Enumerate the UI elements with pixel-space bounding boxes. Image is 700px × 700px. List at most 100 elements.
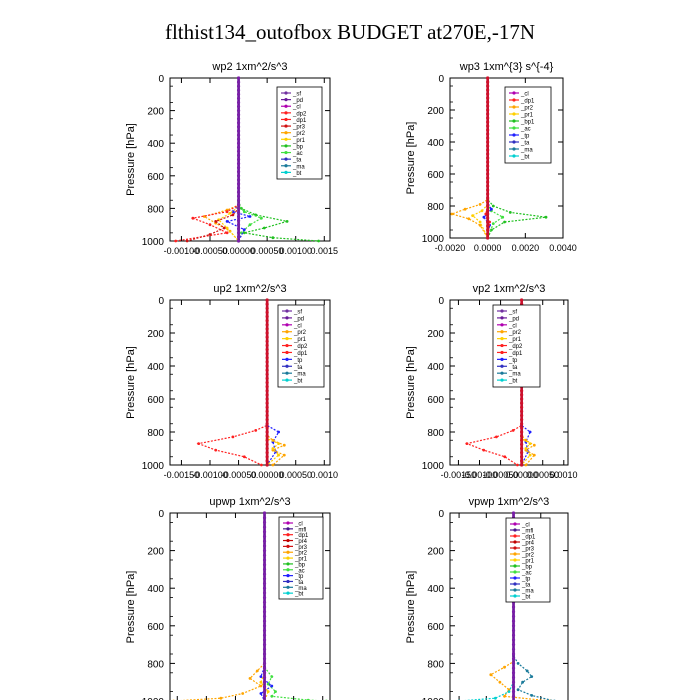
chart-3: up2 1xm^2/s^3 Pressure [hPa] 0 200 400 600 800… <box>125 283 338 480</box>
series-point-pr2 <box>271 463 275 467</box>
zero-profile-point <box>262 539 267 543</box>
series-point-pr1 <box>478 220 482 224</box>
legend-label: _ac <box>292 151 303 157</box>
zero-profile-point <box>511 647 516 651</box>
series-point-dp2 <box>208 223 212 227</box>
legend-label: _cl <box>293 323 302 329</box>
zero-profile-point <box>511 666 516 670</box>
x-tick-label: -0.00050 <box>221 470 257 480</box>
legend-marker-cl <box>286 521 290 525</box>
zero-profile-point <box>262 558 267 562</box>
series-point-tp <box>259 675 263 678</box>
plot-frame <box>169 512 331 700</box>
legend-marker-pr3 <box>513 546 517 550</box>
legend-label: _dp2 <box>508 344 523 350</box>
series-point-tp <box>528 430 532 434</box>
x-tick-label: 0.0010 <box>311 470 339 480</box>
legend-label: _pr2 <box>294 551 308 557</box>
series-point-bt <box>494 696 497 700</box>
zero-profile-point <box>265 446 269 451</box>
y-tick-label: 800 <box>147 659 164 670</box>
zero-profile-point <box>511 694 516 698</box>
y-tick-label: 200 <box>147 329 164 340</box>
legend-marker-bt <box>284 170 288 174</box>
zero-profile-point <box>486 84 490 88</box>
legend-marker-ac <box>284 150 288 155</box>
series-point-bt <box>507 690 511 693</box>
zero-profile-point <box>262 694 267 698</box>
series-point-pr1 <box>266 690 270 693</box>
legend-marker-ta <box>500 364 504 368</box>
zero-profile-point <box>236 76 241 80</box>
zero-profile-point <box>486 132 490 136</box>
legend-marker-bt <box>513 594 517 598</box>
zero-profile-point <box>265 455 269 459</box>
series-point-pr2 <box>259 684 263 688</box>
zero-profile-point <box>265 298 269 302</box>
zero-profile-point <box>265 380 269 385</box>
y-tick-label: 1000 <box>142 237 165 248</box>
zero-profile-point <box>236 166 241 170</box>
series-line-pr3 <box>186 78 240 242</box>
legend-marker-tp <box>512 133 516 137</box>
series-line-pr2 <box>202 78 240 242</box>
zero-profile-point <box>511 614 516 619</box>
legend-marker-cl <box>500 323 504 327</box>
series-point-pr3 <box>208 233 212 236</box>
legend-marker-mfl <box>286 527 290 531</box>
zero-profile-point <box>265 331 269 335</box>
legend-label: _bt <box>294 592 304 598</box>
zero-profile-point <box>265 422 269 426</box>
zero-profile-point <box>236 104 241 109</box>
zero-profile-point <box>520 446 524 451</box>
legend-marker-ma <box>286 585 290 589</box>
legend-label: _pr3 <box>292 125 306 131</box>
zero-profile-point <box>520 401 524 405</box>
y-tick-label: 0 <box>158 509 164 520</box>
zero-profile-point <box>236 145 241 149</box>
legend-label: _cl <box>292 105 301 111</box>
zero-profile-point <box>265 360 269 364</box>
series-point-pr3 <box>231 213 235 217</box>
x-tick-label: 0.00000 <box>505 470 538 480</box>
legend-label: _ac <box>294 568 305 574</box>
zero-profile-point <box>511 661 516 666</box>
series-line-pr2 <box>449 78 489 239</box>
y-tick-label: 0 <box>158 296 164 307</box>
zero-profile-point <box>262 572 267 576</box>
series-point-pr1 <box>528 453 532 457</box>
legend-marker-sf <box>284 91 288 95</box>
series-point-dp2 <box>465 442 469 445</box>
zero-profile-point <box>486 208 490 212</box>
y-tick-label: 600 <box>427 395 444 406</box>
plot-frame <box>169 299 331 466</box>
y-tick-label: 600 <box>147 172 164 183</box>
zero-profile-point <box>265 401 269 405</box>
zero-profile-point <box>265 327 269 331</box>
series-point-pr2 <box>532 453 536 457</box>
legend-label: _ma <box>520 148 533 154</box>
zero-profile-point <box>486 108 490 112</box>
series-point-pr2 <box>498 680 502 684</box>
series-point-dp2 <box>197 442 201 445</box>
legend-label: _cl <box>508 323 517 329</box>
y-tick-label: 200 <box>427 329 444 340</box>
zero-profile-point <box>265 376 269 380</box>
zero-profile-point <box>236 80 241 84</box>
series-point-bp <box>271 236 275 240</box>
chart-6: vpwp 1xm^2/s^3 Pressure [hPa] 0 200 400 600 80… <box>405 496 569 700</box>
legend-marker-ac <box>512 126 516 130</box>
series-point-tp <box>270 684 274 688</box>
legend-label: _tp <box>294 574 304 580</box>
legend-marker-bp <box>286 562 290 566</box>
series-point-pr1 <box>480 209 484 213</box>
series-point-ma <box>516 688 520 692</box>
legend-label: _bt <box>521 595 531 601</box>
zero-profile-point <box>486 124 490 128</box>
series-point-dp2 <box>225 210 229 214</box>
x-tick-label: 0.00100 <box>279 246 312 256</box>
x-tick-label: 0.0020 <box>512 243 540 253</box>
legend-marker-pd <box>284 98 288 102</box>
zero-profile-point <box>486 152 490 156</box>
legend-marker-ac <box>513 570 517 574</box>
